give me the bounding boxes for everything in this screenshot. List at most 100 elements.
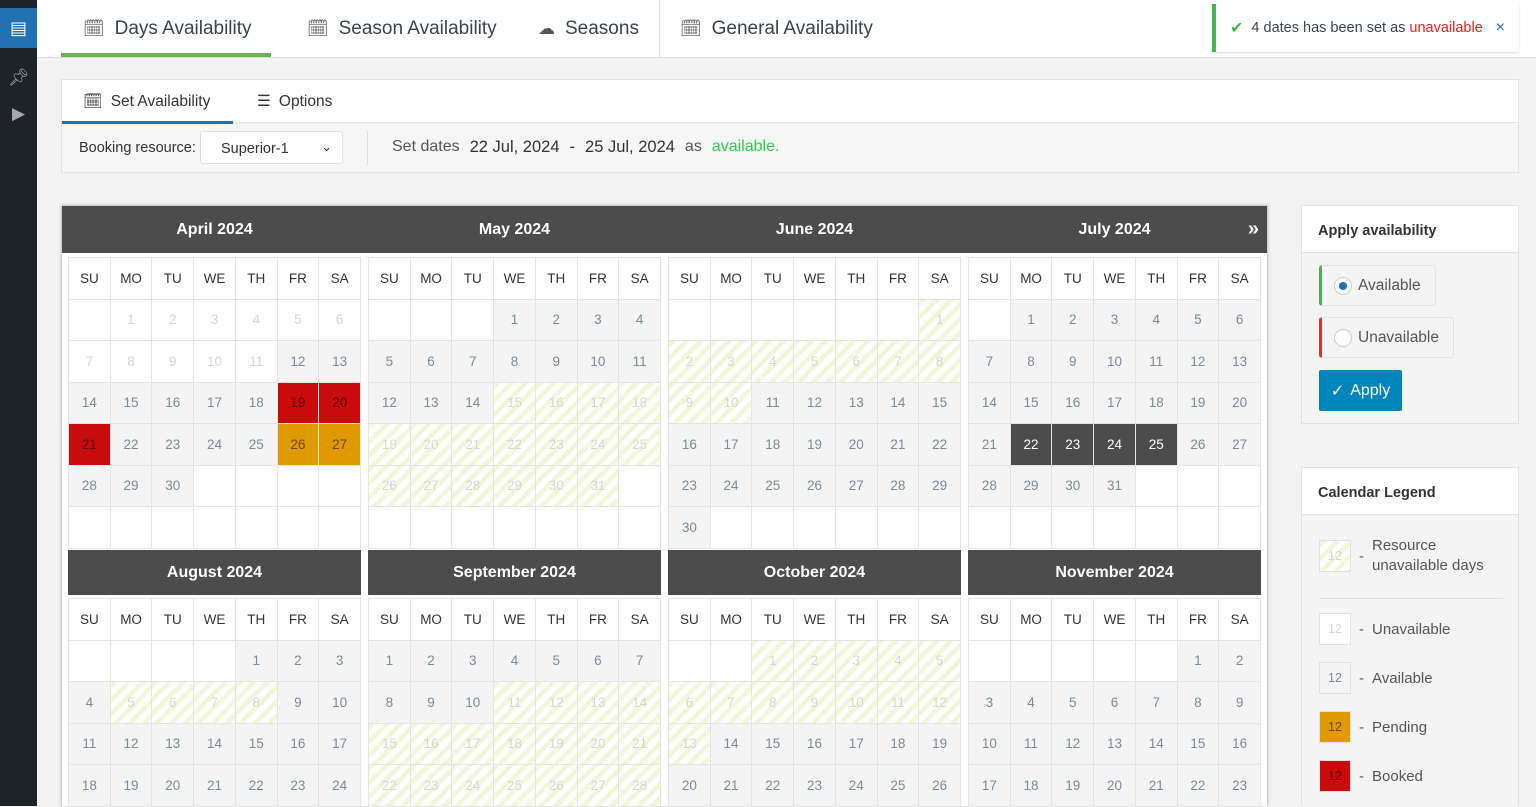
day-cell-resource[interactable]: 19 <box>369 424 411 466</box>
day-cell-available[interactable]: 14 <box>1135 723 1178 765</box>
day-cell-available[interactable]: 11 <box>752 382 795 424</box>
day-cell-resource[interactable]: 7 <box>194 682 236 724</box>
day-cell-available[interactable]: 19 <box>919 723 961 765</box>
day-cell-resource[interactable]: 9 <box>669 382 711 424</box>
day-cell-resource[interactable]: 17 <box>452 723 495 765</box>
day-cell-available[interactable]: 19 <box>794 424 836 466</box>
day-cell-available[interactable]: 17 <box>835 723 878 765</box>
day-cell-resource[interactable]: 5 <box>919 640 961 682</box>
day-cell-available[interactable]: 6 <box>577 640 620 682</box>
day-cell-available[interactable]: 25 <box>877 765 920 807</box>
day-cell-resource[interactable]: 6 <box>152 682 195 724</box>
day-cell-resource[interactable]: 5 <box>794 341 836 383</box>
day-cell-available[interactable]: 7 <box>1135 682 1178 724</box>
day-cell-resource[interactable]: 28 <box>619 765 661 807</box>
day-cell-resource[interactable]: 2 <box>794 640 836 682</box>
day-cell-unavailable[interactable]: 4 <box>235 299 278 341</box>
day-cell-available[interactable]: 29 <box>919 465 961 507</box>
day-cell-unavailable[interactable]: 2 <box>152 299 195 341</box>
day-cell-available[interactable]: 15 <box>1177 723 1220 765</box>
next-months-button[interactable]: » <box>1247 218 1259 240</box>
day-cell-available[interactable]: 19 <box>110 765 153 807</box>
day-cell-pending[interactable]: 27 <box>319 424 361 466</box>
day-cell-resource[interactable]: 14 <box>619 682 661 724</box>
day-cell-available[interactable]: 13 <box>319 341 361 383</box>
day-cell-resource[interactable]: 18 <box>494 723 536 765</box>
day-cell-available[interactable]: 19 <box>1177 382 1220 424</box>
day-cell-available[interactable]: 16 <box>669 424 711 466</box>
day-cell-available[interactable]: 1 <box>235 640 278 682</box>
day-cell-booked[interactable]: 21 <box>69 424 111 466</box>
day-cell-resource[interactable]: 7 <box>710 682 753 724</box>
day-cell-available[interactable]: 20 <box>1219 382 1261 424</box>
day-cell-available[interactable]: 6 <box>410 341 453 383</box>
day-cell-resource[interactable]: 8 <box>235 682 278 724</box>
day-cell-available[interactable]: 23 <box>277 765 320 807</box>
day-cell-available[interactable]: 3 <box>1094 299 1136 341</box>
day-cell-resource[interactable]: 12 <box>535 682 578 724</box>
apply-button[interactable]: ✓ Apply <box>1319 370 1402 411</box>
day-cell-resource[interactable]: 10 <box>710 382 753 424</box>
day-cell-available[interactable]: 13 <box>835 382 878 424</box>
day-cell-resource[interactable]: 3 <box>835 640 878 682</box>
day-cell-available[interactable]: 25 <box>235 424 278 466</box>
day-cell-available[interactable]: 17 <box>194 382 236 424</box>
day-cell-available[interactable]: 22 <box>235 765 278 807</box>
day-cell-available[interactable]: 22 <box>752 765 795 807</box>
day-cell-available[interactable]: 27 <box>1219 424 1261 466</box>
day-cell-available[interactable]: 24 <box>194 424 236 466</box>
day-cell-unavailable[interactable]: 5 <box>277 299 320 341</box>
radio-unavailable[interactable]: Unavailable <box>1319 317 1454 358</box>
day-cell-resource[interactable]: 26 <box>369 465 411 507</box>
day-cell-available[interactable]: 31 <box>1094 465 1136 507</box>
day-cell-available[interactable]: 3 <box>452 640 495 682</box>
day-cell-available[interactable]: 12 <box>277 341 320 383</box>
day-cell-resource[interactable]: 15 <box>494 382 536 424</box>
day-cell-available[interactable]: 1 <box>1177 640 1220 682</box>
day-cell-available[interactable]: 7 <box>619 640 661 682</box>
day-cell-resource[interactable]: 3 <box>710 341 753 383</box>
day-cell-available[interactable]: 16 <box>794 723 836 765</box>
day-cell-available[interactable]: 23 <box>1219 765 1261 807</box>
day-cell-available[interactable]: 27 <box>835 465 878 507</box>
day-cell-available[interactable]: 15 <box>919 382 961 424</box>
day-cell-available[interactable]: 15 <box>752 723 795 765</box>
day-cell-available[interactable]: 11 <box>69 723 111 765</box>
day-cell-available[interactable]: 21 <box>194 765 236 807</box>
day-cell-available[interactable]: 22 <box>919 424 961 466</box>
day-cell-available[interactable]: 26 <box>919 765 961 807</box>
day-cell-unavailable[interactable]: 11 <box>235 341 278 383</box>
day-cell-available[interactable]: 12 <box>1177 341 1220 383</box>
day-cell-available[interactable]: 4 <box>1135 299 1178 341</box>
tab-set-availability[interactable]: 🗓︎ Set Availability <box>62 80 233 124</box>
day-cell-resource[interactable]: 19 <box>535 723 578 765</box>
day-cell-available[interactable]: 23 <box>794 765 836 807</box>
day-cell-available[interactable]: 17 <box>319 723 361 765</box>
day-cell-available[interactable]: 28 <box>969 465 1011 507</box>
day-cell-available[interactable]: 17 <box>969 765 1011 807</box>
day-cell-available[interactable]: 11 <box>1135 341 1178 383</box>
day-cell-available[interactable]: 16 <box>277 723 320 765</box>
day-cell-available[interactable]: 24 <box>835 765 878 807</box>
day-cell-resource[interactable]: 24 <box>577 424 620 466</box>
day-cell-resource[interactable]: 13 <box>577 682 620 724</box>
day-cell-selected[interactable]: 24 <box>1094 424 1136 466</box>
day-cell-booked[interactable]: 20 <box>319 382 361 424</box>
day-cell-resource[interactable]: 27 <box>577 765 620 807</box>
day-cell-available[interactable]: 3 <box>969 682 1011 724</box>
close-icon[interactable]: × <box>1495 19 1505 36</box>
day-cell-pending[interactable]: 26 <box>277 424 320 466</box>
play-icon[interactable]: ▶ <box>11 104 26 123</box>
day-cell-selected[interactable]: 22 <box>1010 424 1053 466</box>
day-cell-unavailable[interactable]: 10 <box>194 341 236 383</box>
day-cell-resource[interactable]: 12 <box>919 682 961 724</box>
day-cell-available[interactable]: 6 <box>1219 299 1261 341</box>
day-cell-resource[interactable]: 24 <box>452 765 495 807</box>
day-cell-available[interactable]: 21 <box>969 424 1011 466</box>
day-cell-available[interactable]: 2 <box>1219 640 1261 682</box>
day-cell-available[interactable]: 14 <box>877 382 920 424</box>
day-cell-resource[interactable]: 15 <box>369 723 411 765</box>
day-cell-available[interactable]: 22 <box>110 424 153 466</box>
day-cell-resource[interactable]: 23 <box>535 424 578 466</box>
day-cell-unavailable[interactable]: 7 <box>69 341 111 383</box>
